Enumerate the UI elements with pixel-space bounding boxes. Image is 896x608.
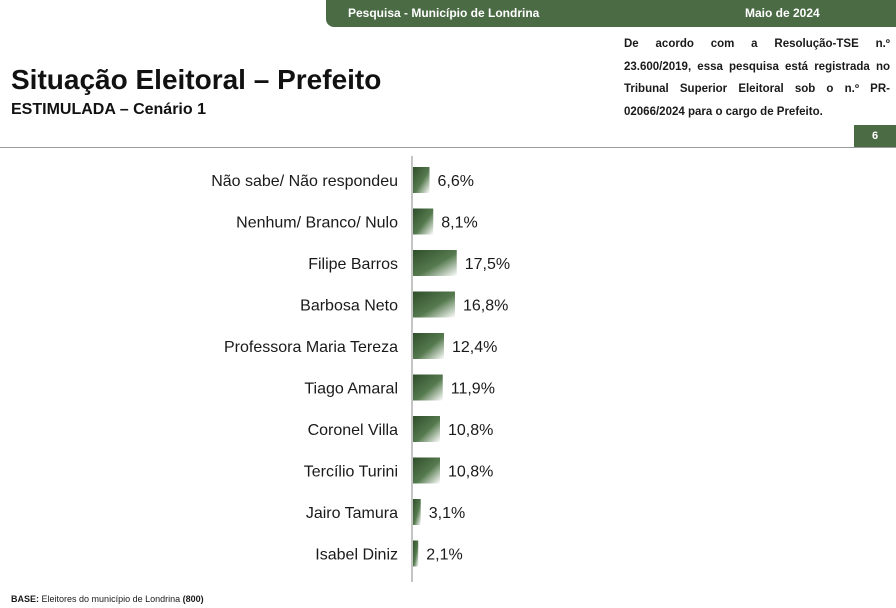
category-label: Tercílio Turini: [304, 464, 398, 481]
bar: [413, 457, 440, 484]
base-count: (800): [182, 594, 204, 604]
value-label: 8,1%: [441, 215, 477, 232]
category-label: Nenhum/ Branco/ Nulo: [236, 215, 398, 232]
base-text: Eleitores do município de Londrina: [41, 594, 181, 604]
bar-chart: Não sabe/ Não respondeu 6,6% Nenhum/ Branc…: [0, 150, 896, 588]
bar: [413, 540, 419, 567]
header-divider: [0, 147, 896, 148]
value-label: 10,8%: [448, 464, 493, 481]
bar: [413, 374, 443, 401]
category-label: Coronel Villa: [308, 422, 399, 439]
value-label: 10,8%: [448, 422, 493, 439]
page-subtitle: ESTIMULADA – Cenário 1: [11, 101, 206, 118]
base-label: BASE:: [11, 594, 40, 604]
category-label: Professora Maria Tereza: [224, 339, 398, 356]
header-bar: Pesquisa - Município de Londrina Maio de…: [326, 0, 896, 27]
bar: [413, 499, 421, 525]
registration-notice: De acordo com a Resolução-TSE n.º 23.600…: [624, 38, 890, 118]
value-label: 6,6%: [438, 173, 474, 190]
category-label: Jairo Tamura: [306, 505, 398, 522]
category-label: Barbosa Neto: [300, 298, 398, 315]
value-label: 17,5%: [465, 256, 510, 273]
value-label: 2,1%: [426, 547, 462, 564]
base-note: BASE: Eleitores do município de Londrina…: [11, 594, 204, 604]
category-label: Não sabe/ Não respondeu: [211, 173, 398, 190]
survey-name: Pesquisa - Município de Londrina: [348, 6, 540, 20]
value-label: 3,1%: [429, 505, 465, 522]
page-number-badge: 6: [854, 125, 896, 147]
category-label: Filipe Barros: [308, 256, 398, 273]
bar: [413, 416, 440, 442]
bar: [413, 208, 434, 235]
bar: [413, 333, 444, 359]
value-label: 12,4%: [452, 339, 497, 356]
page-title: Situação Eleitoral – Prefeito: [11, 64, 382, 95]
survey-date: Maio de 2024: [745, 6, 820, 20]
bar-chart-svg: Não sabe/ Não respondeu 6,6% Nenhum/ Branc…: [211, 156, 510, 582]
bar: [413, 291, 455, 318]
bar: [413, 167, 430, 193]
category-label: Isabel Diniz: [315, 547, 398, 564]
value-label: 16,8%: [463, 298, 508, 315]
value-label: 11,9%: [451, 381, 495, 398]
bar: [413, 250, 457, 276]
category-label: Tiago Amaral: [304, 381, 398, 398]
